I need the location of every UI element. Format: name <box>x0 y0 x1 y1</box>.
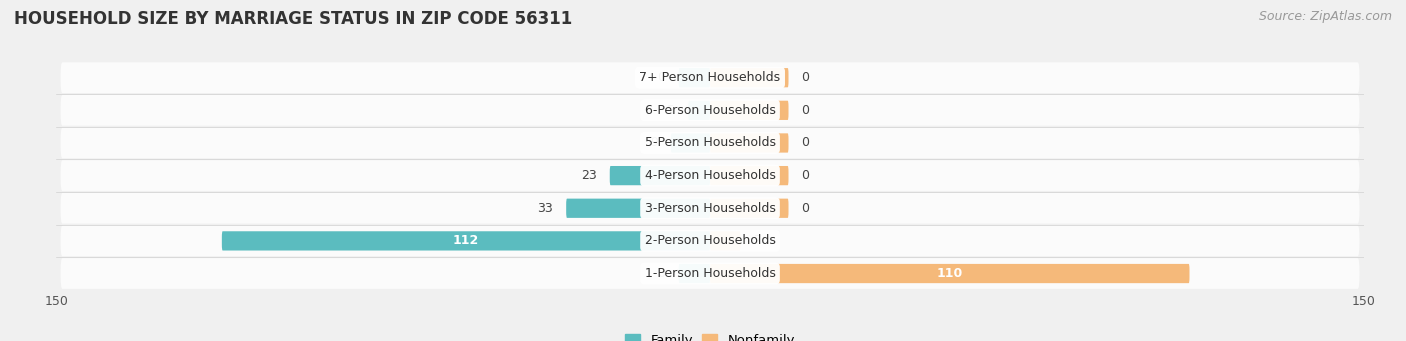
FancyBboxPatch shape <box>710 231 741 251</box>
Text: 0: 0 <box>658 71 665 84</box>
Text: 4-Person Households: 4-Person Households <box>644 169 776 182</box>
Text: 9: 9 <box>650 136 658 149</box>
Text: 110: 110 <box>936 267 963 280</box>
FancyBboxPatch shape <box>710 133 789 153</box>
FancyBboxPatch shape <box>710 264 1189 283</box>
Text: 112: 112 <box>453 234 479 247</box>
Text: 5: 5 <box>668 104 675 117</box>
FancyBboxPatch shape <box>688 101 710 120</box>
FancyBboxPatch shape <box>710 166 789 185</box>
Text: 0: 0 <box>658 267 665 280</box>
FancyBboxPatch shape <box>710 68 789 87</box>
FancyBboxPatch shape <box>60 128 1360 158</box>
FancyBboxPatch shape <box>710 198 789 218</box>
Text: 23: 23 <box>581 169 596 182</box>
Text: 0: 0 <box>801 71 810 84</box>
FancyBboxPatch shape <box>567 198 710 218</box>
Text: 7+ Person Households: 7+ Person Households <box>640 71 780 84</box>
FancyBboxPatch shape <box>60 225 1360 256</box>
Text: HOUSEHOLD SIZE BY MARRIAGE STATUS IN ZIP CODE 56311: HOUSEHOLD SIZE BY MARRIAGE STATUS IN ZIP… <box>14 10 572 28</box>
Text: 3-Person Households: 3-Person Households <box>644 202 776 215</box>
FancyBboxPatch shape <box>60 95 1360 126</box>
FancyBboxPatch shape <box>60 193 1360 224</box>
Text: 1-Person Households: 1-Person Households <box>644 267 776 280</box>
Text: 0: 0 <box>801 136 810 149</box>
Text: 0: 0 <box>801 104 810 117</box>
FancyBboxPatch shape <box>679 264 710 283</box>
FancyBboxPatch shape <box>60 258 1360 289</box>
Text: 6-Person Households: 6-Person Households <box>644 104 776 117</box>
FancyBboxPatch shape <box>671 133 710 153</box>
Text: 2-Person Households: 2-Person Households <box>644 234 776 247</box>
Text: Source: ZipAtlas.com: Source: ZipAtlas.com <box>1258 10 1392 23</box>
FancyBboxPatch shape <box>679 68 710 87</box>
Text: 0: 0 <box>801 202 810 215</box>
FancyBboxPatch shape <box>222 231 710 251</box>
Text: 0: 0 <box>801 169 810 182</box>
FancyBboxPatch shape <box>710 101 789 120</box>
Text: 5-Person Households: 5-Person Households <box>644 136 776 149</box>
FancyBboxPatch shape <box>610 166 710 185</box>
Text: 33: 33 <box>537 202 553 215</box>
Legend: Family, Nonfamily: Family, Nonfamily <box>624 334 796 341</box>
FancyBboxPatch shape <box>60 160 1360 191</box>
FancyBboxPatch shape <box>60 62 1360 93</box>
Text: 7: 7 <box>754 234 762 247</box>
